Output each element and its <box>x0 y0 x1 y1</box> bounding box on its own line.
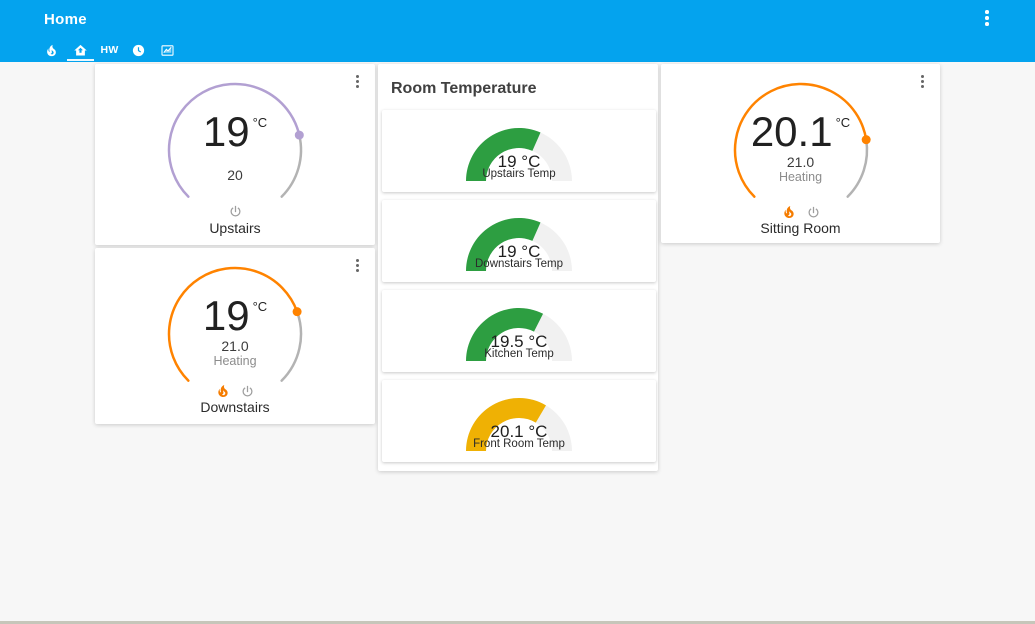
mode-buttons <box>95 204 375 219</box>
card-menu-button[interactable] <box>351 259 363 274</box>
card-menu-button[interactable] <box>916 75 928 90</box>
setpoint-block: 20 <box>95 154 375 183</box>
target-temperature: 20 <box>227 167 243 183</box>
tab-hot-water[interactable]: HW <box>95 38 124 62</box>
dots-vertical-icon <box>985 22 989 26</box>
dashboard-view: 19 °C 20 Upstairs 19 °C 21.0 Heating <box>0 62 1035 471</box>
gauge-label: Front Room Temp <box>473 438 565 450</box>
temperature-unit: °C <box>835 115 851 130</box>
home-icon <box>74 44 87 55</box>
hw-tab-label: HW <box>100 44 119 56</box>
current-temperature-value: 20.1 <box>750 108 833 155</box>
gauge-value: 20.1 °C <box>490 422 548 441</box>
overflow-menu-button[interactable] <box>979 10 995 28</box>
thermostat-card-upstairs: 19 °C 20 Upstairs <box>95 64 375 245</box>
entity-name: Upstairs <box>209 220 261 236</box>
hvac-mode-label: Heating <box>778 170 823 184</box>
gauge-arc <box>466 308 572 361</box>
card-menu-button[interactable] <box>351 75 363 90</box>
tab-schedule[interactable] <box>124 38 153 62</box>
fire-icon[interactable] <box>781 204 797 220</box>
target-temperature: 21.0 <box>221 338 249 354</box>
column-1: 19 °C 20 Upstairs 19 °C 21.0 Heating <box>95 64 375 424</box>
gauge-list: 19 °C Upstairs Temp 19 °C Downstairs Tem… <box>382 110 656 462</box>
thermostat-card-downstairs: 19 °C 21.0 Heating Downstairs <box>95 248 375 424</box>
dots-vertical-icon <box>985 10 989 14</box>
gauge-value: 19.5 °C <box>490 332 548 351</box>
power-icon[interactable] <box>228 204 243 219</box>
temperature-unit: °C <box>252 299 268 314</box>
gauge-arc <box>466 218 572 271</box>
thermostat-dial[interactable] <box>716 78 886 218</box>
gauge-value: 19 °C <box>497 242 541 261</box>
column-3: 20.1 °C 21.0 Heating Sitting Room <box>661 64 940 243</box>
gauge-arc <box>466 398 572 451</box>
fire-icon <box>47 44 56 56</box>
gauge-arc <box>466 128 572 181</box>
hvac-mode-label: Heating <box>213 354 257 368</box>
entity-name: Sitting Room <box>760 220 841 236</box>
mode-buttons <box>661 204 940 220</box>
thermostat-card-sitting-room: 20.1 °C 21.0 Heating Sitting Room <box>661 64 940 243</box>
gauge-card-downstairs-temp[interactable]: 19 °C Downstairs Temp <box>382 200 656 282</box>
gauge-label: Upstairs Temp <box>482 168 556 180</box>
entity-name: Downstairs <box>200 399 270 415</box>
room-temperature-card: Room Temperature 19 °C Upstairs Temp 19 … <box>378 64 658 471</box>
current-temperature-value: 19 <box>202 108 250 155</box>
app-header: Home <box>0 0 1035 38</box>
thermostat-dial[interactable] <box>150 262 320 402</box>
setpoint-block: 21.0 Heating <box>95 338 375 369</box>
card-title: Room Temperature <box>391 80 537 97</box>
current-temperature: 19 °C <box>95 295 375 337</box>
power-icon[interactable] <box>806 205 821 220</box>
current-temperature: 20.1 °C <box>661 111 940 153</box>
fire-icon[interactable] <box>215 383 231 399</box>
gauge-card-upstairs-temp[interactable]: 19 °C Upstairs Temp <box>382 110 656 192</box>
gauge-label: Kitchen Temp <box>484 348 554 360</box>
clock-icon <box>132 44 145 56</box>
current-temperature-value: 19 <box>202 292 250 339</box>
gauge-label: Downstairs Temp <box>475 258 563 270</box>
tab-history[interactable] <box>153 38 182 62</box>
temperature-unit: °C <box>252 115 268 130</box>
mode-buttons <box>95 383 375 399</box>
view-tabbar: HW <box>0 38 1035 62</box>
current-temperature: 19 °C <box>95 111 375 153</box>
tab-home[interactable] <box>66 38 95 62</box>
gauge-card-kitchen-temp[interactable]: 19.5 °C Kitchen Temp <box>382 290 656 372</box>
page-title: Home <box>44 10 87 28</box>
setpoint-block: 21.0 Heating <box>661 154 940 185</box>
gauge-card-front-room-temp[interactable]: 20.1 °C Front Room Temp <box>382 380 656 462</box>
column-2: Room Temperature 19 °C Upstairs Temp 19 … <box>378 64 658 471</box>
chart-icon <box>161 44 174 56</box>
tab-heating[interactable] <box>37 38 66 62</box>
dots-vertical-icon <box>985 16 989 20</box>
thermostat-dial[interactable] <box>150 78 320 218</box>
power-icon[interactable] <box>240 384 255 399</box>
gauge-value: 19 °C <box>497 152 541 171</box>
target-temperature: 21.0 <box>786 154 815 170</box>
